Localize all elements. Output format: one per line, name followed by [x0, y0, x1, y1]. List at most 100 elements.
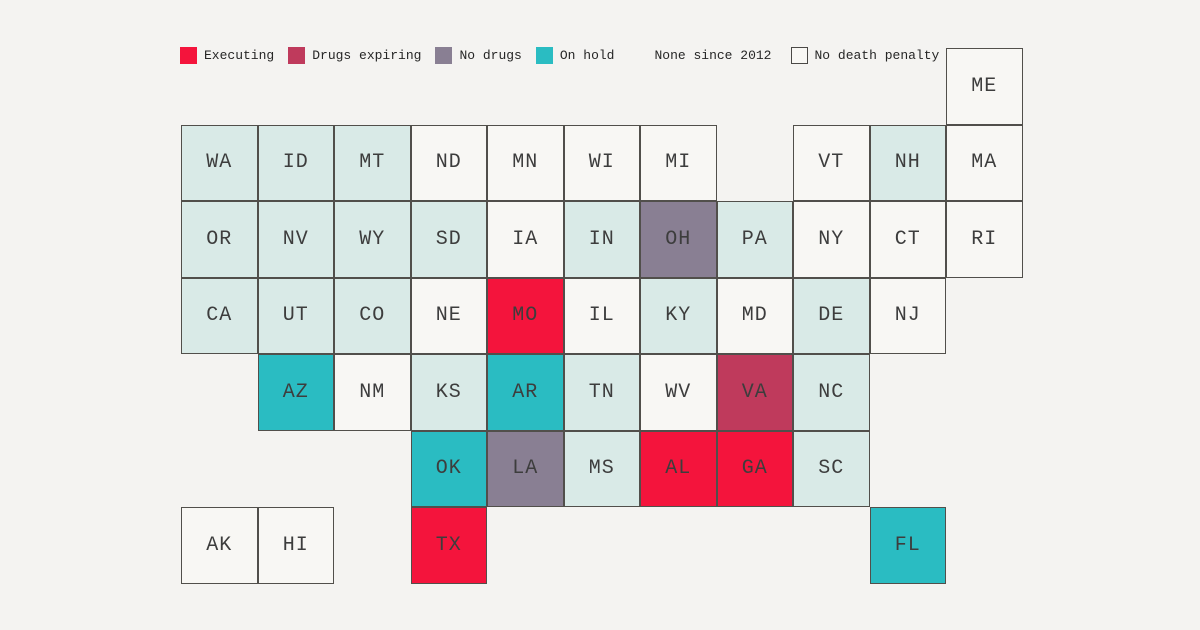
- state-tile-label: VA: [741, 380, 768, 404]
- state-tile-ma: MA: [946, 124, 1023, 201]
- state-tile-ct: CT: [869, 201, 946, 278]
- state-tile-mn: MN: [487, 124, 564, 201]
- state-tile-la: LA: [487, 430, 564, 507]
- state-tile-ky: KY: [640, 277, 717, 354]
- state-tile-sc: SC: [793, 430, 870, 507]
- legend-swatch-drugs-expiring: [288, 47, 306, 64]
- state-tile-label: MN: [512, 151, 539, 175]
- state-tile-il: IL: [563, 277, 640, 354]
- state-tile-ks: KS: [410, 354, 487, 431]
- state-tile-label: MS: [588, 457, 615, 481]
- legend-label-no-drugs: No drugs: [459, 48, 522, 63]
- state-tile-al: AL: [640, 430, 717, 507]
- legend-label-no-death-penalty: No death penalty: [814, 48, 940, 63]
- state-tile-va: VA: [716, 354, 793, 431]
- state-tile-label: MA: [971, 151, 998, 175]
- state-tile-label: MO: [512, 304, 539, 328]
- state-tile-label: AL: [665, 457, 692, 481]
- state-tile-label: SD: [435, 227, 462, 251]
- state-tile-label: WY: [359, 227, 386, 251]
- state-tile-md: MD: [716, 277, 793, 354]
- state-tile-fl: FL: [869, 507, 946, 584]
- state-tile-label: OK: [435, 457, 462, 481]
- state-tile-label: OH: [665, 227, 692, 251]
- state-tile-label: NY: [818, 227, 845, 251]
- state-tile-label: CT: [894, 227, 921, 251]
- state-tile-nc: NC: [793, 354, 870, 431]
- state-tile-ca: CA: [181, 277, 258, 354]
- legend-swatch-executing: [180, 47, 197, 64]
- legend-item-executing: Executing: [180, 47, 274, 64]
- state-tile-de: DE: [793, 277, 870, 354]
- legend-label-none-since-2012: None since 2012: [654, 48, 772, 63]
- state-tile-label: NV: [282, 227, 309, 251]
- legend-swatch-no-death-penalty: [790, 47, 808, 64]
- state-tile-sd: SD: [410, 201, 487, 278]
- state-tile-label: WI: [588, 151, 615, 175]
- state-tile-tx: TX: [410, 507, 487, 584]
- state-tile-label: NM: [359, 380, 386, 404]
- state-tile-label: AR: [512, 380, 539, 404]
- state-tile-label: KY: [665, 304, 692, 328]
- state-tile-label: PA: [741, 227, 768, 251]
- state-tile-me: ME: [946, 48, 1023, 125]
- state-tile-ne: NE: [410, 277, 487, 354]
- state-tile-label: NC: [818, 380, 845, 404]
- state-tile-label: MT: [359, 151, 386, 175]
- legend-swatch-no-drugs: [435, 47, 453, 64]
- state-tile-label: NJ: [894, 304, 921, 328]
- state-tile-wi: WI: [563, 124, 640, 201]
- state-tile-label: MI: [665, 151, 692, 175]
- state-tile-label: TN: [588, 380, 615, 404]
- state-tile-wy: WY: [334, 201, 411, 278]
- state-tile-label: VT: [818, 151, 845, 175]
- state-tile-ri: RI: [946, 201, 1023, 278]
- state-tile-label: AZ: [282, 380, 309, 404]
- state-tile-label: MD: [741, 304, 768, 328]
- state-tile-ia: IA: [487, 201, 564, 278]
- state-tile-label: DE: [818, 304, 845, 328]
- state-tile-ak: AK: [181, 507, 258, 584]
- state-tile-az: AZ: [257, 354, 334, 431]
- state-tile-mi: MI: [640, 124, 717, 201]
- state-tile-ar: AR: [487, 354, 564, 431]
- state-tile-label: WA: [206, 151, 233, 175]
- state-tile-label: IA: [512, 227, 539, 251]
- legend-item-drugs-expiring: Drugs expiring: [288, 47, 421, 64]
- state-tile-label: NE: [435, 304, 462, 328]
- state-tile-label: ND: [435, 151, 462, 175]
- state-tile-label: CO: [359, 304, 386, 328]
- state-tile-nm: NM: [334, 354, 411, 431]
- state-tile-oh: OH: [640, 201, 717, 278]
- state-tile-label: SC: [818, 457, 845, 481]
- state-tile-nd: ND: [410, 124, 487, 201]
- state-tile-label: IN: [588, 227, 615, 251]
- state-tile-vt: VT: [793, 124, 870, 201]
- state-tile-label: ME: [971, 74, 998, 98]
- state-tile-mo: MO: [487, 277, 564, 354]
- state-tile-label: OR: [206, 227, 233, 251]
- state-tile-label: RI: [971, 227, 998, 251]
- legend-swatch-on-hold: [535, 47, 553, 64]
- state-tile-in: IN: [563, 201, 640, 278]
- state-tile-nv: NV: [257, 201, 334, 278]
- legend-item-no-death-penalty: No death penalty: [790, 47, 940, 64]
- legend-item-on-hold: On hold: [535, 47, 614, 64]
- state-tile-label: GA: [741, 457, 768, 481]
- state-tile-label: UT: [282, 304, 309, 328]
- state-tile-nh: NH: [869, 124, 946, 201]
- state-tile-label: ID: [282, 151, 309, 175]
- state-tile-label: IL: [588, 304, 615, 328]
- legend: Executing Drugs expiring No drugs On hol…: [180, 47, 939, 64]
- state-tile-co: CO: [334, 277, 411, 354]
- state-tile-pa: PA: [716, 201, 793, 278]
- us-state-tile-map: ME WA ID MT ND MN WI MI VT NH MA OR NV WY SD IA IN OH PA NY…: [181, 48, 1023, 584]
- state-tile-label: FL: [894, 533, 921, 557]
- state-tile-tn: TN: [563, 354, 640, 431]
- state-tile-label: LA: [512, 457, 539, 481]
- state-tile-nj: NJ: [869, 277, 946, 354]
- state-tile-ok: OK: [410, 430, 487, 507]
- state-tile-label: KS: [435, 380, 462, 404]
- state-tile-label: AK: [206, 533, 233, 557]
- state-tile-wa: WA: [181, 124, 258, 201]
